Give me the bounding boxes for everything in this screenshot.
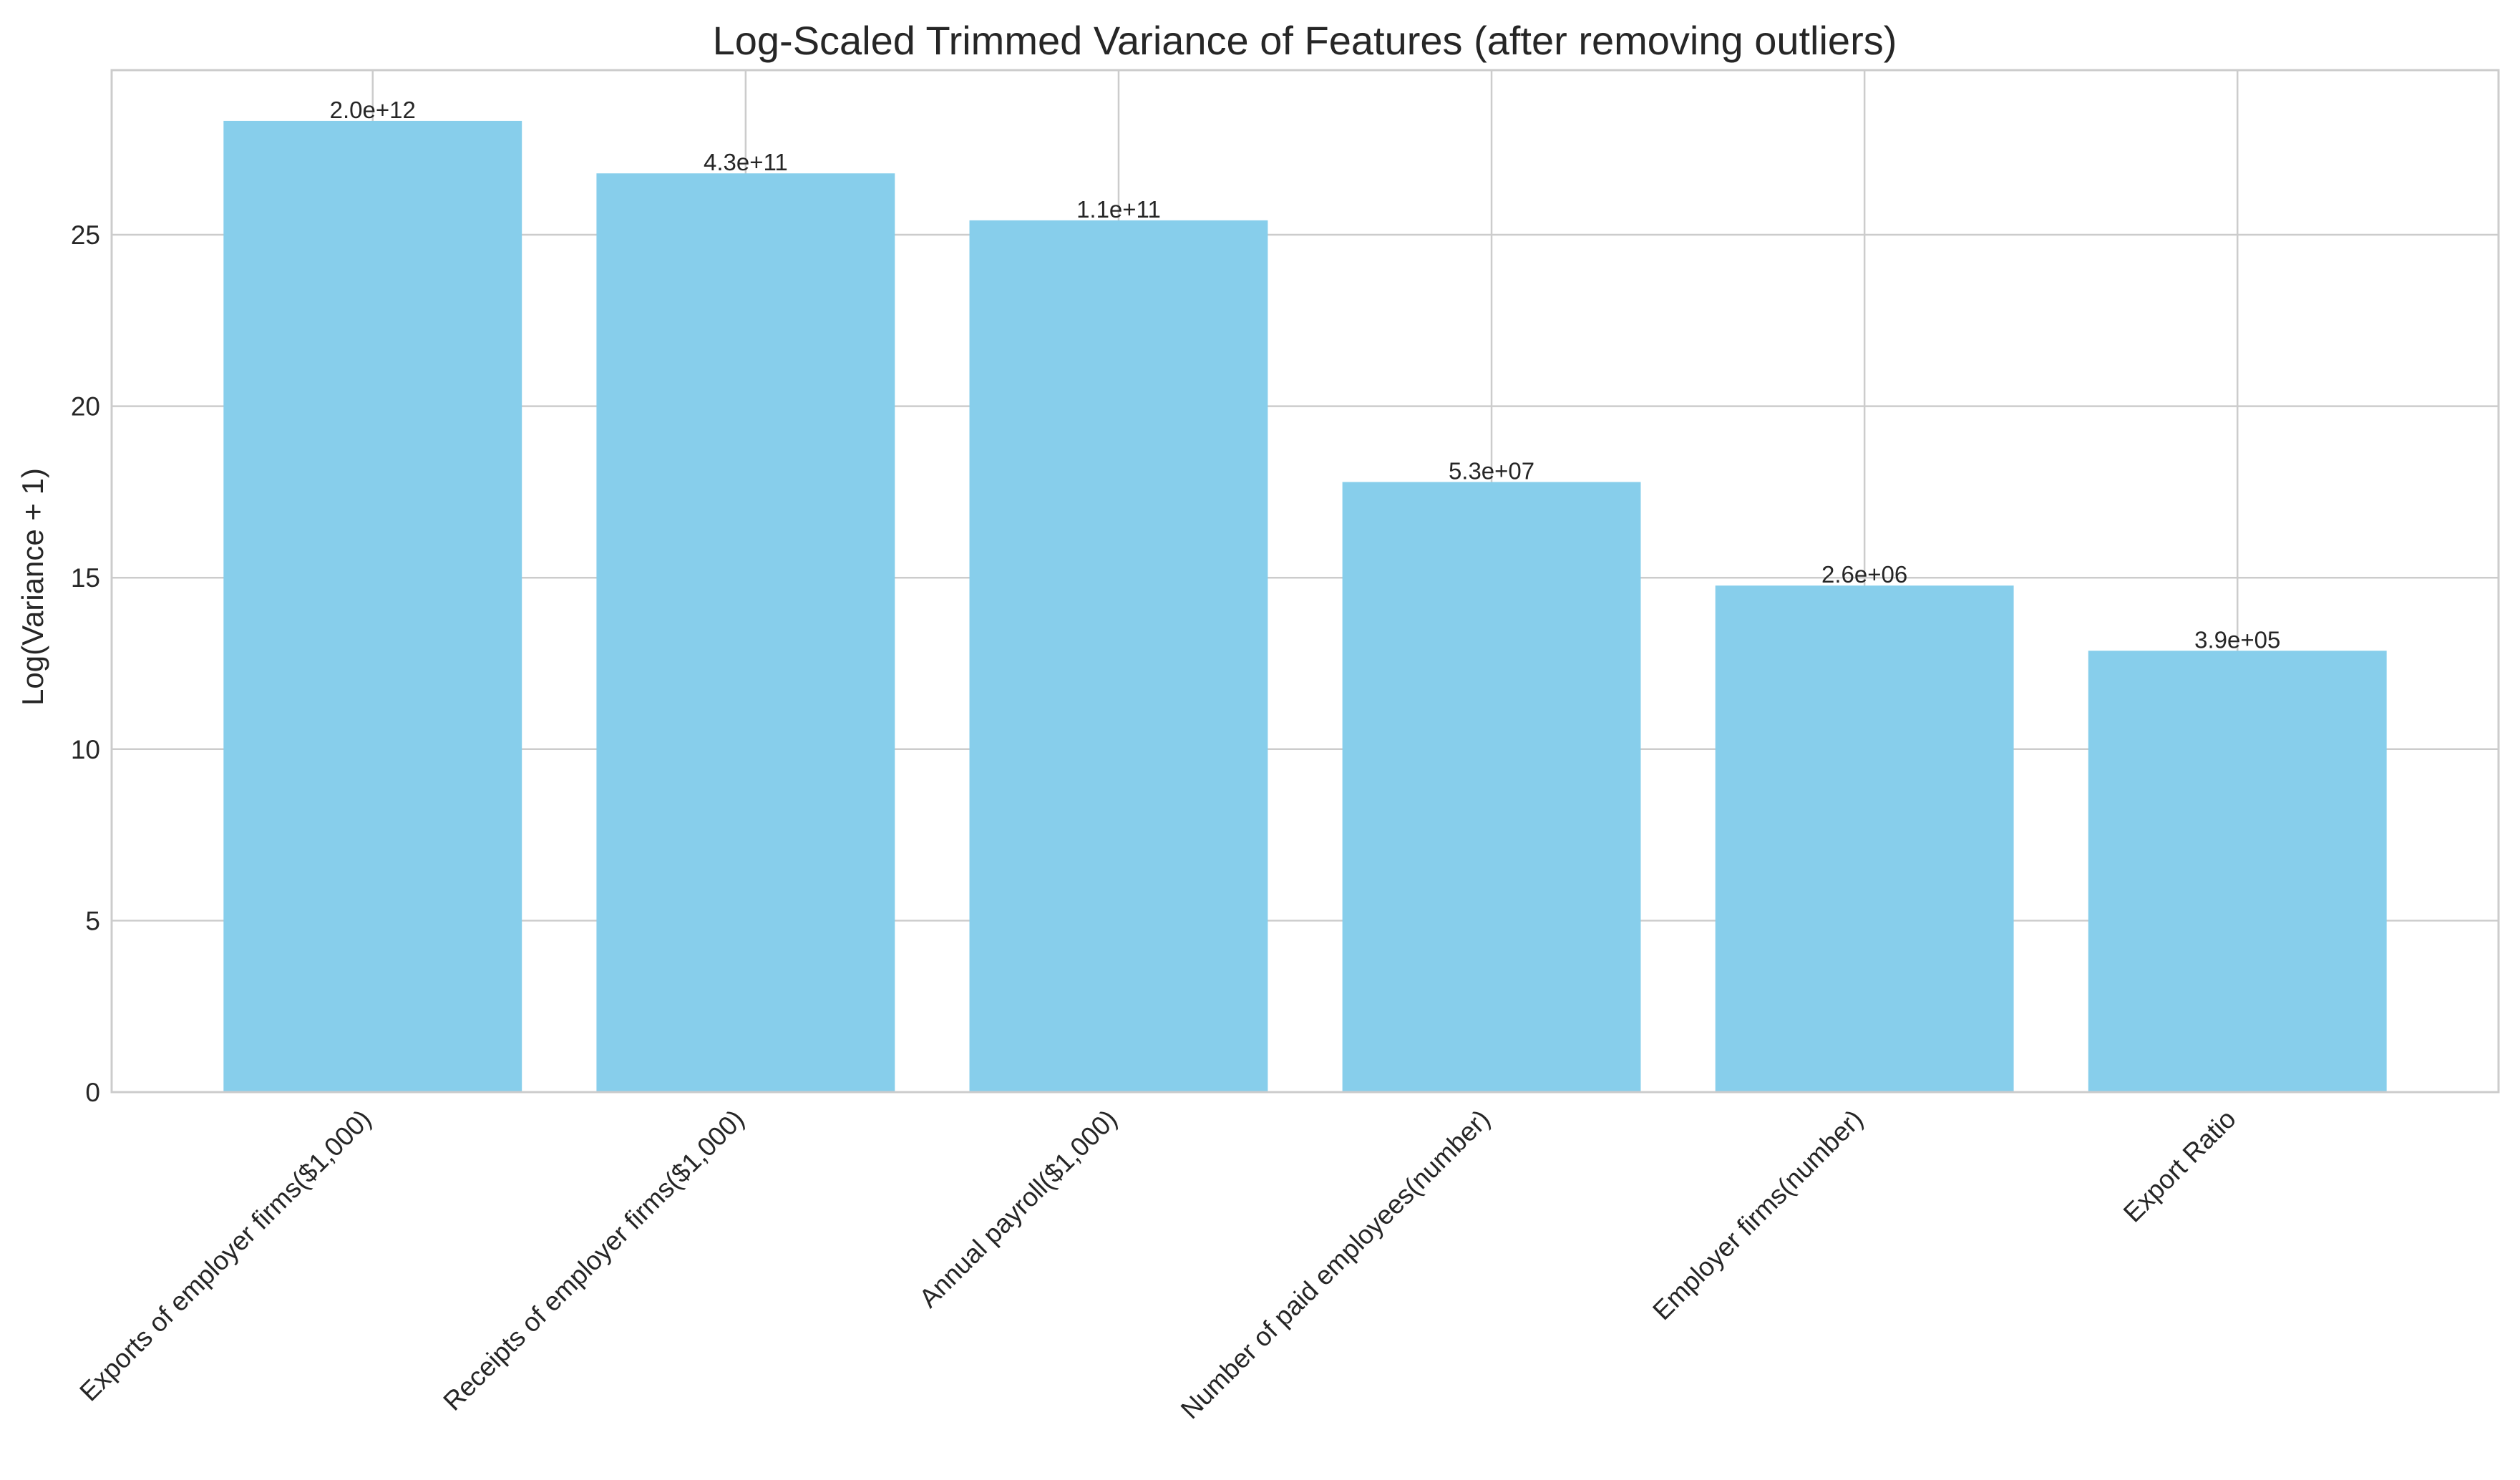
data-label: 1.1e+11 xyxy=(1076,196,1161,223)
x-tick-label: Employer firms(number) xyxy=(1647,1104,1869,1326)
y-tick-label: 25 xyxy=(71,220,100,250)
data-label: 5.3e+07 xyxy=(1449,458,1534,485)
x-tick-label: Number of paid employees(number) xyxy=(1175,1104,1496,1425)
x-tick-label: Receipts of employer firms($1,000) xyxy=(437,1104,749,1416)
data-label: 4.3e+11 xyxy=(704,149,788,175)
x-tick-label: Annual payroll($1,000) xyxy=(913,1104,1122,1313)
bar xyxy=(969,220,1268,1093)
bar xyxy=(596,173,895,1093)
y-tick-label: 20 xyxy=(71,392,100,422)
chart-title: Log-Scaled Trimmed Variance of Features … xyxy=(713,18,1897,63)
bar xyxy=(1342,482,1641,1092)
x-tick-label: Export Ratio xyxy=(2118,1104,2242,1228)
bar xyxy=(1715,585,2014,1092)
x-axis-ticks: Exports of employer firms($1,000) Receipt… xyxy=(74,1104,2242,1425)
data-label: 2.6e+06 xyxy=(1821,561,1907,588)
data-label: 3.9e+05 xyxy=(2194,626,2280,653)
y-axis-label: Log(Variance + 1) xyxy=(16,468,49,706)
x-tick-label: Exports of employer firms($1,000) xyxy=(74,1104,376,1407)
y-axis-ticks: 0 5 10 15 20 25 xyxy=(71,220,100,1107)
data-labels: 2.0e+12 4.3e+11 1.1e+11 5.3e+07 2.6e+06 3.9e+… xyxy=(330,97,2281,653)
data-label: 2.0e+12 xyxy=(330,97,416,123)
bar xyxy=(223,120,522,1093)
bars xyxy=(223,120,2387,1093)
y-tick-label: 5 xyxy=(85,906,100,935)
y-tick-label: 15 xyxy=(71,563,100,593)
y-tick-label: 10 xyxy=(71,735,100,764)
plot-frame xyxy=(110,69,2500,1094)
y-tick-label: 0 xyxy=(85,1078,100,1107)
bar xyxy=(2088,651,2387,1092)
